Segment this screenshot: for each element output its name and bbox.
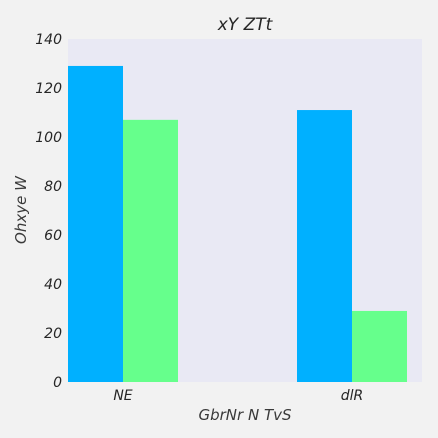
x-axis-label: GbrNr N TvS [198,406,291,424]
x-tick-label: NE [113,388,132,404]
x-tick-label: dlR [341,388,364,404]
y-axis: 0 20 40 60 80 100 120 140 [35,32,62,391]
y-tick-label: 60 [44,228,62,244]
bar-dlR-series-2 [352,310,407,382]
y-tick-label: 120 [35,81,62,97]
y-tick-label: 80 [44,179,62,195]
y-axis-label: Ohxye W [12,175,30,244]
y-tick-label: 0 [53,375,62,391]
chart-title: xY ZTt [217,15,274,35]
bar-NE-series-1 [68,65,123,382]
bar-NE-series-2 [123,119,178,382]
bar-dlR-series-1 [297,110,352,383]
x-axis: NE dlR [113,388,363,404]
y-tick-label: 40 [44,277,62,293]
y-tick-label: 100 [35,130,62,146]
y-tick-label: 140 [35,32,62,48]
bars-group [68,65,407,383]
y-tick-label: 20 [44,326,62,342]
